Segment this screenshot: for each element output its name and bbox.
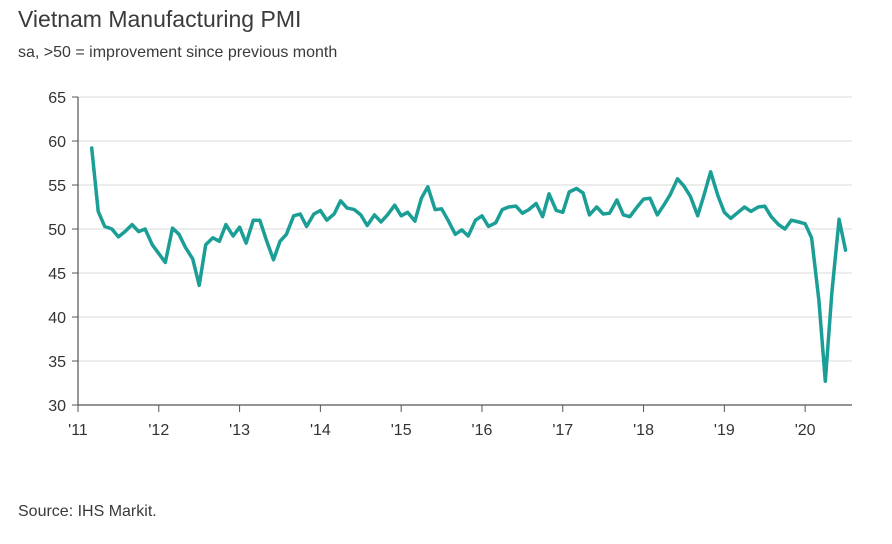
source-note: Source: IHS Markit. [18, 503, 157, 520]
y-tick-label: 45 [48, 266, 66, 283]
x-tick-label: '20 [795, 422, 816, 439]
axes [77, 97, 852, 406]
x-tick-label: '11 [68, 422, 88, 439]
x-tick-label: '19 [714, 422, 735, 439]
y-tick-label: 35 [48, 354, 66, 371]
gridlines [78, 96, 852, 362]
chart-title: Vietnam Manufacturing PMI [18, 6, 302, 32]
x-tick-label: '15 [391, 422, 412, 439]
y-tick-label: 40 [48, 310, 66, 327]
x-tick-label: '14 [310, 422, 331, 439]
y-tick-label: 65 [48, 90, 66, 107]
x-tick-label: '18 [633, 422, 654, 439]
y-axis-ticks: 30 35 40 45 50 55 60 65 [48, 90, 78, 415]
y-tick-label: 30 [48, 398, 66, 415]
series-layer [89, 146, 848, 383]
y-tick-label: 60 [48, 134, 66, 151]
x-tick-label: '12 [148, 422, 169, 439]
x-axis-ticks: '11 '12 '13 '14 '15 '16 '17 '18 '19 '20 [68, 405, 816, 439]
x-tick-label: '17 [552, 422, 573, 439]
x-tick-label: '16 [472, 422, 493, 439]
x-tick-label: '13 [229, 422, 250, 439]
pmi-series-line [89, 146, 848, 383]
y-tick-label: 50 [48, 222, 66, 239]
chart-subtitle: sa, >50 = improvement since previous mon… [18, 44, 338, 61]
y-tick-label: 55 [48, 178, 66, 195]
